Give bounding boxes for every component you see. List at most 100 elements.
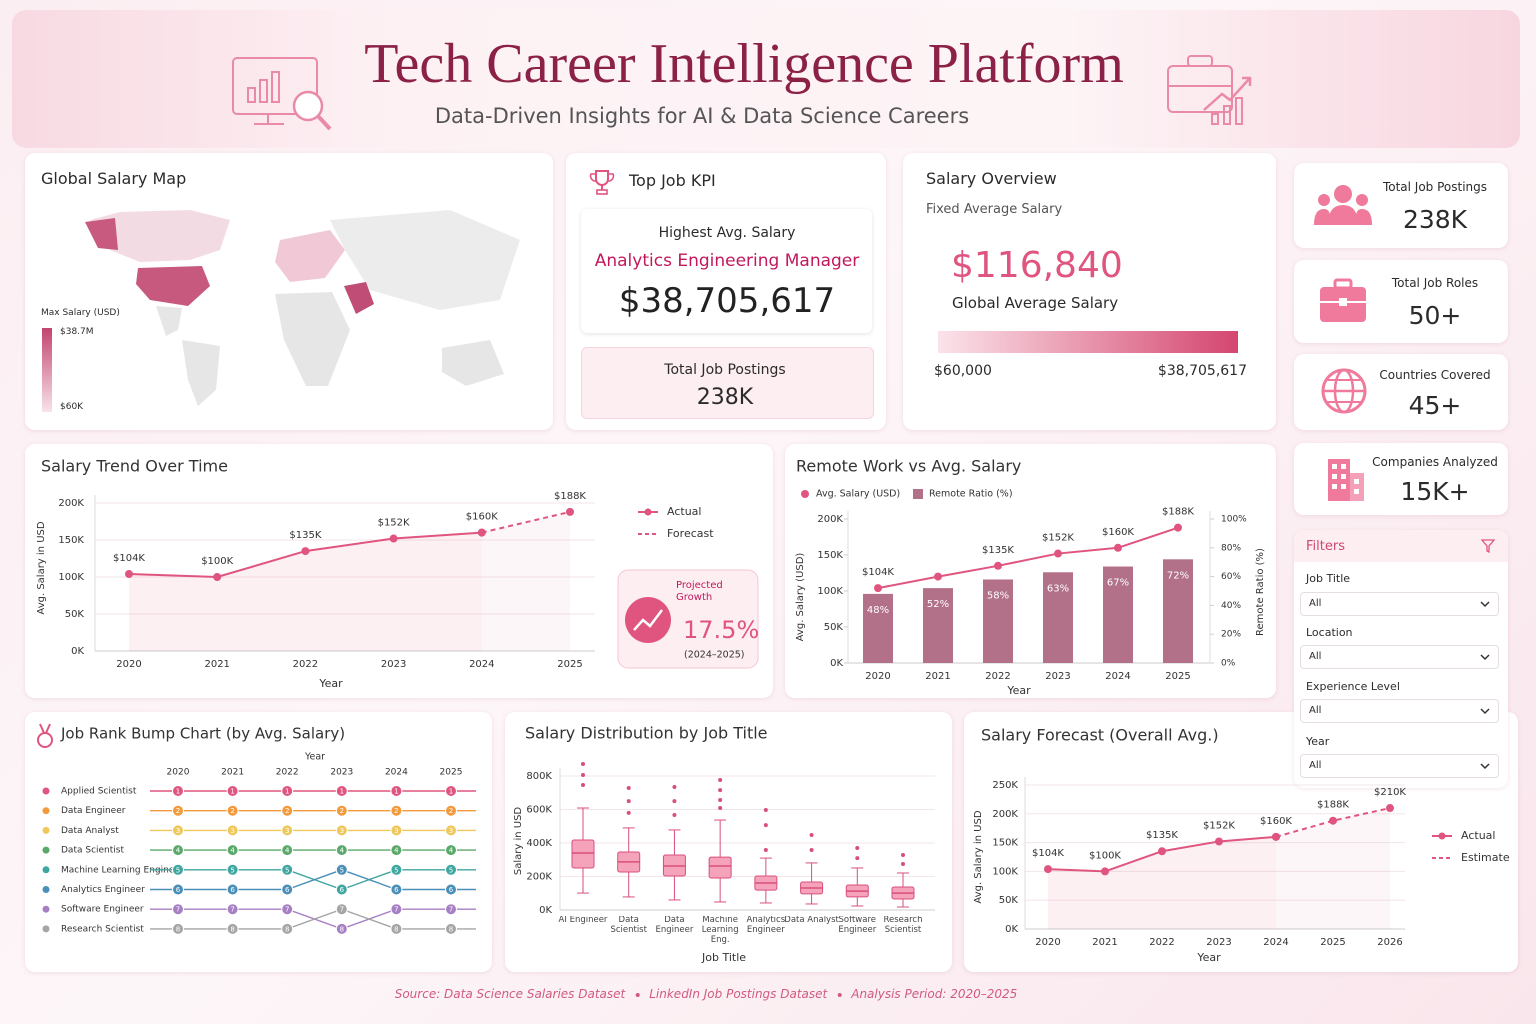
kpi-value: 238K [1402,205,1468,234]
box [708,856,732,879]
rank-marker [226,863,239,876]
point [213,573,222,581]
x-tick-label-box: Data Scientist [610,916,647,935]
outlier [855,856,860,861]
rank-label: 4 [449,847,454,855]
analytics-icon [232,57,332,131]
y-tick-label: 50K [65,609,85,620]
rank-label: 7 [230,906,234,914]
legend-dot [42,807,50,815]
x-axis-label: Year [1006,684,1031,697]
y-tick-label: 150K [817,550,843,561]
rank-label: 8 [176,925,180,933]
bar-label: 67% [1107,578,1129,589]
filter-value: All [1309,705,1322,716]
rank-label: 2 [449,807,453,815]
y-axis-label: Avg. Salary in USD [973,810,984,903]
outlier [581,783,585,788]
bar-label: 58% [987,590,1009,601]
chart-title: Job Rank Bump Chart (by Avg. Salary) [60,725,345,743]
filter-dropdown[interactable]: All [1300,754,1499,778]
legend-dot [644,508,652,516]
rank-line [178,908,451,930]
x-tick-label: 2021 [204,659,229,670]
rank-marker [281,863,294,876]
rank-label: 2 [230,807,234,815]
chevron [1480,763,1490,770]
bar [1163,559,1193,663]
outlier [809,832,814,837]
rank-marker [281,785,294,797]
chevron [1480,654,1490,661]
series-label: Data Engineer [61,806,126,816]
rank-label: 7 [394,906,398,914]
rank-marker [445,844,457,857]
x-tick-label: Machine Learning Eng. [701,916,739,944]
outlier [672,785,677,790]
medal-icon [37,723,53,748]
bar-label: 48% [867,605,889,616]
page-subtitle: Data-Driven Insights for AI & Data Scien… [434,104,970,128]
rank-label: 5 [394,866,398,874]
x-tick-label: 2024 [385,768,408,778]
series-label: Applied Scientist [61,787,137,797]
growth-period: (2024–2025) [684,650,745,661]
rank-label: 4 [285,847,290,855]
data-label: $100K [201,556,233,567]
filter-label: Year [1306,735,1330,748]
x-tick-label-box: Software Engineer [838,916,876,935]
outlier [763,848,768,853]
rank-label: 7 [285,906,289,914]
filter-dropdown[interactable]: All [1300,645,1499,669]
rank-marker [335,844,348,857]
point [477,528,486,537]
y-tick-label: 100K [992,866,1018,877]
x-tick-label: 2022 [293,659,318,670]
x-tick-label-box: Machine Learning Eng. [701,916,739,944]
x-tick-label: 2021 [221,768,244,778]
x-tick-label: 2023 [1045,671,1070,682]
y-tick-label: 200K [992,809,1018,820]
rank-label: 3 [449,827,453,835]
y2-axis-label: Remote Ratio (%) [1255,548,1266,636]
x-tick-label: 2025 [1165,671,1190,682]
rank-marker [172,863,184,876]
kpi-label: Total Job Roles [1391,276,1479,290]
filter-label: Experience Level [1306,680,1400,693]
rank-label: 2 [394,807,398,815]
rank-label: 6 [230,886,235,894]
outlier [718,788,723,793]
rank-marker [335,824,348,837]
rank-label: 1 [176,788,180,796]
chevron [1480,601,1490,608]
rank-marker [281,844,294,857]
footer-source: Source: Data Science Salaries Dataset [394,987,626,1001]
rank-marker [390,785,403,797]
filter-value: All [1309,760,1322,771]
rank-label: 3 [285,827,289,835]
bar [1043,572,1073,663]
separator [837,992,842,997]
map-legend-min: $60K [60,402,84,412]
y-tick-label: 600K [526,805,552,816]
filter-label: Location [1306,626,1353,639]
filter-dropdown[interactable]: All [1300,699,1499,723]
legend-dot [42,787,50,795]
x-tick-label-box: Data Analyst [784,916,839,925]
building-icon [1328,459,1364,501]
map-legend-max: $38.7M [60,327,94,337]
point [994,561,1002,570]
point [1174,523,1182,532]
y-tick-label: 50K [824,622,844,633]
rank-label: 5 [176,866,180,874]
data-label: $160K [466,512,498,523]
footer: Source: Data Science Salaries Dataset Lin… [395,988,1018,1000]
point [125,570,133,579]
x-tick-label: Data Scientist [610,916,647,935]
top-job-role: Analytics Engineering Manager [594,251,860,271]
line [481,510,571,534]
kpi-value: 15K+ [1400,477,1470,506]
filter-dropdown[interactable]: All [1300,592,1499,616]
outlier [581,772,585,777]
legend-dot [42,925,50,933]
